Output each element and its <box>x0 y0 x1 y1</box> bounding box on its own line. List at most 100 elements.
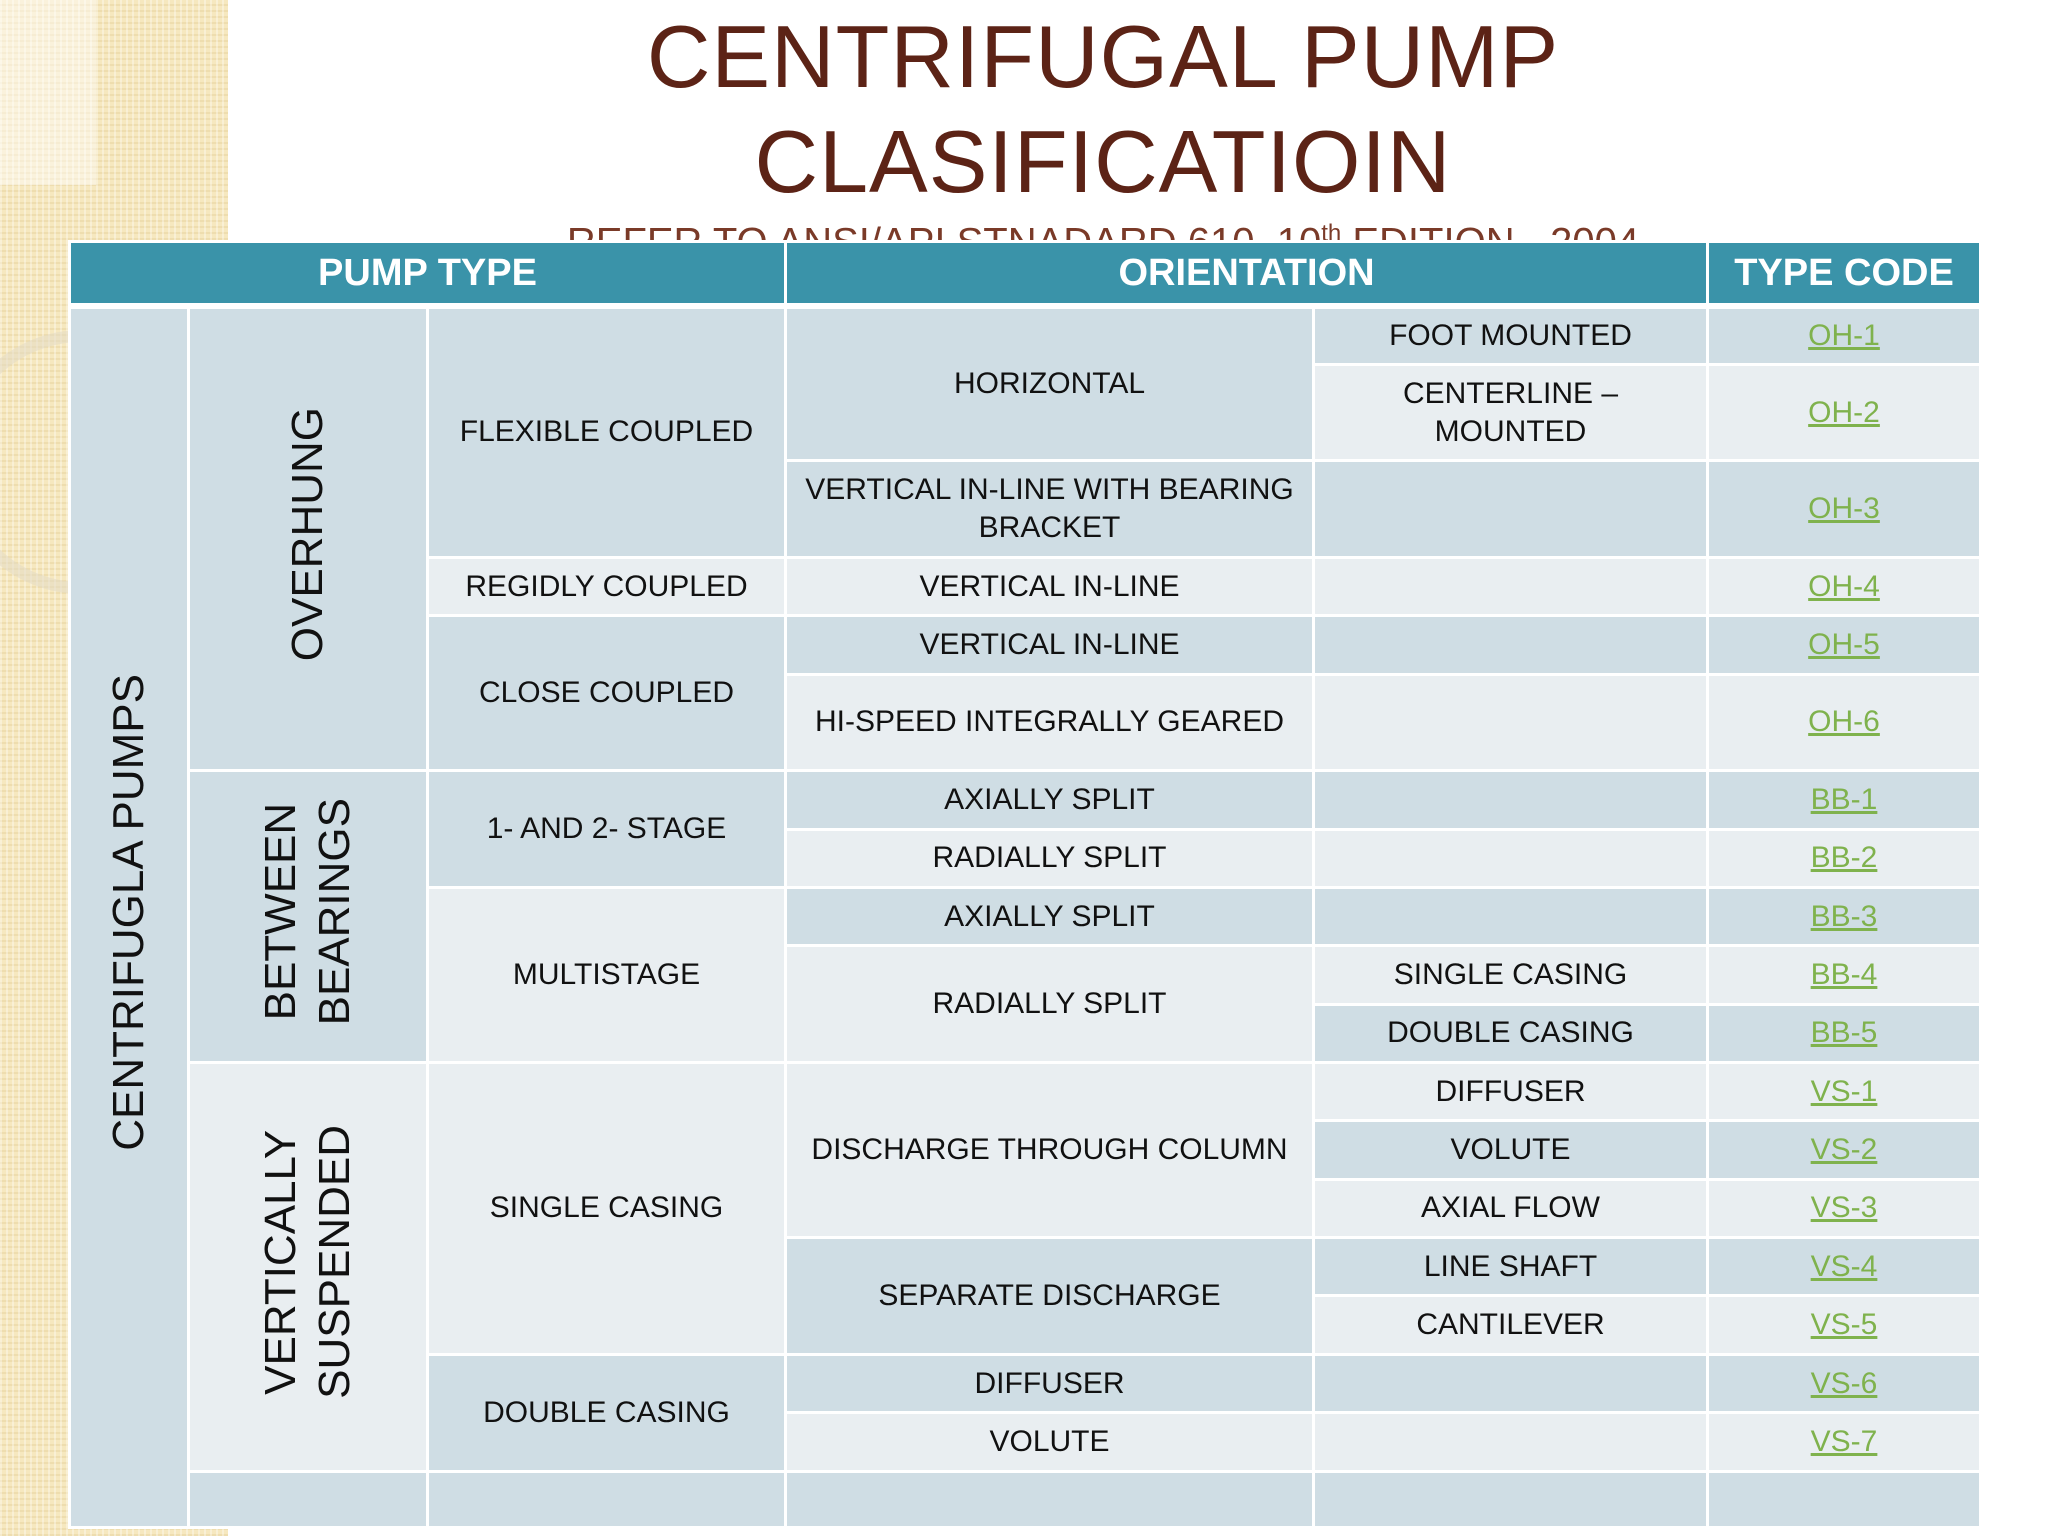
table-row: RADIALLY SPLIT SINGLE CASING BB-4 <box>70 944 1983 1065</box>
subtype-cell: MULTISTAGE <box>426 885 787 1065</box>
classification-table: PUMP TYPE ORIENTATION TYPE CODE CENTRIFU… <box>68 239 1983 1530</box>
classification-table-container: PUMP TYPE ORIENTATION TYPE CODE CENTRIFU… <box>68 239 1983 1530</box>
type-code-cell: BB-3 <box>1706 885 1983 948</box>
type-code-link[interactable]: VS-4 <box>1810 1249 1878 1283</box>
table-row: CLOSE COUPLED VERTICAL IN-LINE OH-5 <box>70 614 1983 773</box>
sub-orientation-cell <box>1311 1411 1710 1473</box>
type-code-cell: VS-6 <box>1706 1352 1983 1415</box>
header-type-code: TYPE CODE <box>1706 239 1983 309</box>
table-row: CANTILEVER VS-5 <box>70 1294 1983 1356</box>
table-row: DOUBLE CASING DIFFUSER VS-6 <box>70 1352 1983 1473</box>
sub-orientation-cell: DIFFUSER <box>1311 1061 1710 1123</box>
table-row: SEPARATE DISCHARGE LINE SHAFT VS-4 <box>70 1236 1983 1356</box>
group-label: BETWEEN BEARINGS <box>256 797 359 1026</box>
subtype-cell: 1- AND 2- STAGE <box>426 769 787 889</box>
subtype-cell: REGIDLY COUPLED <box>426 555 787 618</box>
type-code-link[interactable]: VS-7 <box>1810 1424 1878 1458</box>
table-row-empty <box>70 1469 1983 1530</box>
orientation-cell: AXIALLY SPLIT <box>784 769 1315 831</box>
header-pump-type: PUMP TYPE <box>68 239 787 309</box>
type-code-link[interactable]: OH-6 <box>1808 705 1880 739</box>
table-row: VERTICAL IN-LINE WITH BEARING BRACKET OH… <box>70 459 1983 559</box>
sub-orientation-cell: SINGLE CASING <box>1311 944 1710 1006</box>
sub-orientation-cell <box>1311 459 1710 559</box>
sub-orientation-cell <box>1311 555 1710 618</box>
category-label: CENTRIFUGLA PUMPS <box>104 674 153 1151</box>
empty-cell <box>784 1469 1315 1530</box>
table-header-row: PUMP TYPE ORIENTATION TYPE CODE <box>68 239 1983 309</box>
type-code-link[interactable]: OH-4 <box>1808 569 1880 603</box>
table-row: REGIDLY COUPLED VERTICAL IN-LINE OH-4 <box>70 555 1983 618</box>
sub-orientation-cell: CENTERLINE – MOUNTED <box>1311 362 1710 463</box>
type-code-link[interactable]: OH-5 <box>1808 627 1880 661</box>
orientation-cell: DISCHARGE THROUGH COLUMN <box>784 1061 1315 1240</box>
type-code-cell: VS-5 <box>1706 1294 1983 1356</box>
empty-cell <box>1311 1469 1710 1530</box>
empty-cell <box>1706 1469 1983 1530</box>
type-code-link[interactable]: OH-2 <box>1808 395 1880 429</box>
sub-orientation-cell <box>1311 1352 1710 1415</box>
table-row: RADIALLY SPLIT BB-2 <box>70 827 1983 889</box>
orientation-cell: AXIALLY SPLIT <box>784 885 1315 948</box>
table-row: VERTICALLY SUSPENDED SINGLE CASING DISCHA… <box>70 1061 1983 1473</box>
table-row: MULTISTAGE AXIALLY SPLIT BB-3 <box>70 885 1983 1065</box>
subtype-cell: FLEXIBLE COUPLED <box>426 304 787 559</box>
title-line-2: CLASIFICATIOIN <box>754 112 1452 211</box>
type-code-cell: VS-7 <box>1706 1411 1983 1473</box>
orientation-cell: VERTICAL IN-LINE <box>784 555 1315 618</box>
type-code-link[interactable]: VS-2 <box>1810 1133 1878 1167</box>
table-row: BETWEEN BEARINGS 1- AND 2- STAGE AXIALLY … <box>70 769 1983 1065</box>
sub-orientation-cell <box>1311 885 1710 948</box>
sub-orientation-cell: CANTILEVER <box>1311 1294 1710 1356</box>
empty-cell <box>426 1469 787 1530</box>
type-code-link[interactable]: OH-1 <box>1808 318 1880 352</box>
type-code-cell: BB-2 <box>1706 827 1983 889</box>
empty-cell <box>187 1469 429 1530</box>
type-code-link[interactable]: BB-2 <box>1810 841 1878 875</box>
orientation-cell: VERTICAL IN-LINE WITH BEARING BRACKET <box>784 459 1315 559</box>
orientation-cell: VOLUTE <box>784 1411 1315 1473</box>
table-row: CENTRIFUGLA PUMPS OVERHUNG FLEXIBLE COUP… <box>68 304 1983 1529</box>
table-row: CENTERLINE – MOUNTED OH-2 <box>70 362 1983 463</box>
type-code-cell: OH-4 <box>1706 555 1983 618</box>
type-code-link[interactable]: VS-1 <box>1810 1074 1878 1108</box>
sub-orientation-cell <box>1311 672 1710 773</box>
type-code-link[interactable]: BB-3 <box>1810 899 1878 933</box>
type-code-link[interactable]: VS-6 <box>1810 1366 1878 1400</box>
header-orientation: ORIENTATION <box>783 239 1710 309</box>
subtype-cell: CLOSE COUPLED <box>426 614 787 773</box>
decorative-left-band-highlight <box>0 0 96 185</box>
type-code-cell: BB-1 <box>1706 769 1983 831</box>
orientation-cell: HI-SPEED INTEGRALLY GEARED <box>784 672 1315 773</box>
type-code-link[interactable]: BB-5 <box>1810 1016 1878 1050</box>
group-vertically-suspended: VERTICALLY SUSPENDED <box>187 1061 429 1473</box>
type-code-cell: BB-4 <box>1706 944 1983 1006</box>
group-overhung: OVERHUNG <box>187 304 429 773</box>
type-code-cell: BB-5 <box>1706 1002 1983 1065</box>
table-row: VOLUTE VS-7 <box>70 1411 1983 1473</box>
group-label: VERTICALLY SUSPENDED <box>256 1124 359 1399</box>
type-code-link[interactable]: BB-4 <box>1810 958 1878 991</box>
sub-orientation-cell: LINE SHAFT <box>1311 1236 1710 1298</box>
group-label: OVERHUNG <box>283 406 332 662</box>
table-row: HI-SPEED INTEGRALLY GEARED OH-6 <box>70 672 1983 773</box>
type-code-cell: OH-6 <box>1706 672 1983 773</box>
type-code-link[interactable]: VS-5 <box>1810 1308 1878 1342</box>
type-code-link[interactable]: OH-3 <box>1808 492 1880 526</box>
type-code-cell: OH-3 <box>1706 459 1983 559</box>
table-row: AXIAL FLOW VS-3 <box>70 1177 1983 1240</box>
type-code-link[interactable]: BB-1 <box>1810 782 1878 816</box>
orientation-cell: DIFFUSER <box>784 1352 1315 1415</box>
type-code-cell: VS-3 <box>1706 1177 1983 1240</box>
subtype-cell: SINGLE CASING <box>426 1061 787 1356</box>
type-code-link[interactable]: VS-3 <box>1810 1191 1878 1225</box>
group-between-bearings: BETWEEN BEARINGS <box>187 769 429 1065</box>
type-code-cell: VS-4 <box>1706 1236 1983 1298</box>
type-code-cell: VS-1 <box>1706 1061 1983 1123</box>
sub-orientation-cell <box>1311 827 1710 889</box>
orientation-cell: SEPARATE DISCHARGE <box>784 1236 1315 1356</box>
type-code-cell: OH-5 <box>1706 614 1983 676</box>
table-row: VOLUTE VS-2 <box>70 1119 1983 1181</box>
sub-orientation-cell <box>1311 614 1710 676</box>
table-row: DOUBLE CASING BB-5 <box>70 1002 1983 1065</box>
